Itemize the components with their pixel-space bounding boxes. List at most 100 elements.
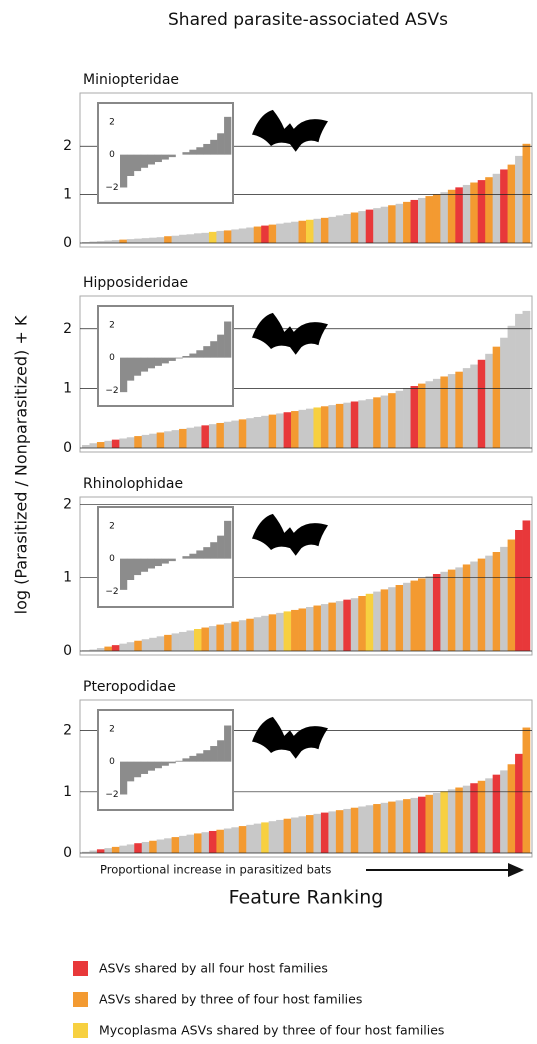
bar	[164, 236, 172, 243]
bar	[365, 209, 374, 243]
inset-bar	[120, 761, 128, 795]
bar	[171, 235, 180, 243]
bar	[365, 593, 374, 651]
bar	[201, 627, 210, 651]
bar	[350, 807, 359, 853]
bar	[343, 599, 352, 651]
bar	[283, 222, 292, 243]
bar	[231, 420, 240, 448]
bar	[455, 187, 464, 243]
bar	[238, 826, 247, 853]
inset-bar	[189, 149, 197, 155]
bar	[432, 574, 441, 651]
bar	[455, 787, 464, 853]
bar	[156, 237, 165, 243]
bar	[171, 633, 180, 651]
bar	[358, 806, 367, 853]
bar	[111, 846, 120, 853]
bar	[96, 442, 105, 448]
inset-bar	[126, 761, 135, 782]
bar	[134, 640, 143, 651]
bar	[149, 237, 157, 243]
inset-bar	[161, 154, 169, 160]
bar	[320, 604, 329, 651]
inset-bar	[210, 139, 218, 155]
bar	[485, 555, 493, 651]
bar	[380, 589, 389, 651]
bar	[216, 230, 225, 243]
x-axis-label: Feature Ranking	[229, 887, 384, 909]
bar	[246, 418, 255, 448]
bar	[186, 834, 195, 853]
bar	[111, 439, 120, 448]
legend-label: ASVs shared by three of four host famili…	[99, 992, 362, 1007]
bar	[380, 802, 389, 853]
y-tick-label: 0	[63, 643, 72, 659]
bar	[313, 218, 322, 243]
bar	[119, 845, 128, 853]
y-tick-label: 1	[63, 570, 72, 586]
inset-bar	[210, 341, 218, 358]
bar	[500, 770, 508, 853]
inset-bar	[120, 558, 128, 590]
inset-bar	[182, 556, 190, 559]
bar	[194, 233, 202, 243]
bar	[223, 421, 232, 448]
bar	[313, 407, 322, 448]
bat-silhouette	[252, 716, 328, 759]
inset-bar	[126, 357, 135, 381]
bar	[500, 337, 508, 448]
bar	[425, 196, 434, 243]
inset-tick-label: 2	[109, 320, 115, 330]
bar	[447, 789, 456, 853]
bar	[418, 578, 426, 651]
bar	[194, 426, 202, 448]
bar	[186, 427, 195, 448]
bar	[440, 791, 449, 853]
bar	[380, 206, 389, 243]
inset-bar	[133, 558, 142, 576]
bar	[298, 608, 307, 651]
legend-label: Mycoplasma ASVs shared by three of four …	[99, 1023, 444, 1038]
bar	[89, 443, 98, 448]
inset-bar	[154, 761, 162, 769]
bar	[440, 571, 449, 651]
bar	[104, 848, 113, 853]
bar	[156, 636, 165, 651]
bar	[492, 173, 501, 243]
bar	[156, 432, 165, 448]
bar	[201, 232, 210, 243]
bar	[119, 438, 128, 448]
inset-bar	[224, 725, 232, 762]
bar	[418, 383, 426, 448]
bar	[268, 414, 277, 448]
bar	[223, 828, 232, 853]
bar	[410, 580, 419, 651]
y-tick-label: 0	[63, 845, 72, 861]
bar	[119, 643, 128, 651]
bar	[231, 827, 240, 853]
bar	[313, 605, 322, 651]
bar	[89, 649, 98, 651]
inset-tick-label: −2	[105, 386, 118, 396]
bar	[425, 381, 434, 448]
bar	[343, 402, 352, 448]
legend-swatch	[73, 961, 88, 976]
bar	[171, 837, 180, 853]
inset-bar	[168, 761, 176, 764]
bar	[395, 585, 404, 651]
bar	[179, 234, 187, 243]
bar	[470, 561, 479, 651]
bar	[253, 617, 262, 651]
inset-tick-label: 0	[109, 554, 115, 564]
bar	[485, 177, 493, 243]
bar	[455, 371, 464, 448]
bar	[186, 630, 195, 651]
bar	[291, 411, 299, 448]
inset-bar	[210, 542, 218, 559]
bar	[246, 227, 255, 243]
bar	[164, 634, 172, 651]
bar	[440, 376, 449, 448]
inset-bar	[189, 553, 197, 559]
inset-bar	[175, 760, 183, 762]
